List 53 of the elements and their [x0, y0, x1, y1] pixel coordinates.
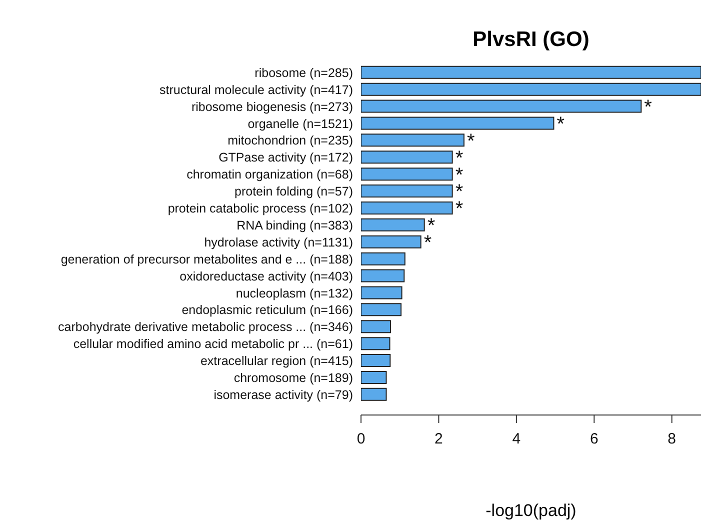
y-tick-label: protein catabolic process (n=102) — [168, 202, 353, 216]
bar — [361, 134, 464, 147]
y-tick-label: extracellular region (n=415) — [200, 354, 353, 368]
y-tick-label: GTPase activity (n=172) — [218, 150, 353, 165]
y-tick-label: carbohydrate derivative metabolic process ... (n=346) — [58, 320, 353, 334]
bar — [361, 168, 453, 181]
bar — [361, 82, 701, 96]
y-tick-label: endoplasmic reticulum (n=166) — [182, 303, 353, 318]
x-tick-label: 4 — [512, 430, 521, 448]
bar — [361, 184, 453, 198]
bar — [361, 320, 392, 334]
bar — [361, 269, 405, 282]
bar — [361, 201, 453, 214]
y-tick-label: structural molecule activity (n=417) — [160, 82, 353, 97]
bar — [361, 66, 701, 79]
y-tick-label: hydrolase activity (n=1131) — [204, 235, 353, 250]
x-tick-label: 2 — [434, 430, 443, 448]
annotation: * — [644, 96, 652, 118]
bar — [361, 100, 642, 113]
y-tick-label: oxidoreductase activity (n=403) — [180, 269, 353, 284]
y-tick-label: organelle (n=1521) — [248, 116, 353, 131]
annotation: * — [556, 113, 565, 136]
bar — [361, 252, 406, 266]
bar — [361, 150, 453, 164]
annotation: * — [455, 198, 464, 220]
x-tick-label: 6 — [590, 430, 598, 448]
y-tick-label: chromosome (n=189) — [234, 371, 353, 386]
bar — [361, 286, 402, 300]
bar — [361, 235, 422, 248]
x-tick-label: 8 — [668, 430, 676, 448]
bar — [361, 388, 387, 401]
y-tick-label: nucleoplasm (n=132) — [236, 286, 353, 300]
bar — [361, 354, 391, 368]
annotation: * — [466, 130, 475, 152]
y-tick-label: generation of precursor metabolites and e ... (n=188) — [60, 252, 353, 266]
bar — [361, 116, 554, 130]
bar — [361, 218, 425, 232]
y-tick-label: ribosome biogenesis (n=273) — [191, 100, 353, 114]
annotation: * — [455, 147, 464, 170]
x-tick-label: 0 — [356, 430, 366, 448]
y-tick-label: mitochondrion (n=235) — [228, 134, 353, 148]
y-tick-label: cellular modified amino acid metabolic pr ... (n=61) — [73, 337, 353, 352]
y-tick-label: protein folding (n=57) — [234, 184, 353, 199]
y-tick-label: RNA binding (n=383) — [236, 218, 353, 232]
x-axis-title: -log10(padj) — [484, 501, 578, 521]
y-tick-label: isomerase activity (n=79) — [214, 388, 353, 402]
annotation: * — [424, 232, 432, 254]
chart-title: PlvsRI (GO) — [472, 28, 590, 52]
bar — [361, 370, 387, 384]
bar — [361, 337, 390, 350]
bar — [361, 303, 402, 316]
y-tick-label: ribosome (n=285) — [254, 66, 353, 80]
y-tick-label: chromatin organization (n=68) — [186, 168, 353, 182]
